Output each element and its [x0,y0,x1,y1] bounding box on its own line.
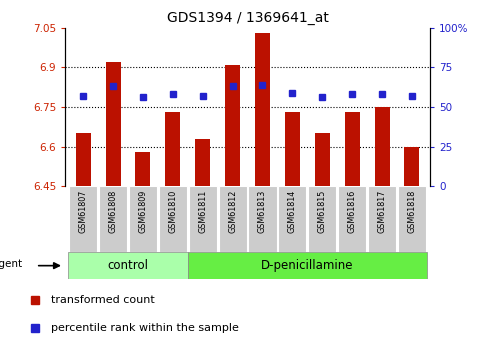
Text: GSM61816: GSM61816 [348,189,356,233]
Bar [225,65,240,186]
Bar [255,33,270,186]
Bar [218,186,247,252]
Bar [99,186,127,252]
Bar [69,186,97,252]
Bar [195,139,210,186]
Text: GSM61813: GSM61813 [258,189,267,233]
Text: GSM61818: GSM61818 [408,189,416,233]
Text: GSM61817: GSM61817 [378,189,386,233]
Bar [345,112,360,186]
Bar [308,186,336,252]
Bar [278,186,306,252]
Bar [188,252,427,279]
Bar [129,186,157,252]
Title: GDS1394 / 1369641_at: GDS1394 / 1369641_at [167,11,328,25]
Bar [315,134,330,186]
Bar [404,147,419,186]
Bar [338,186,366,252]
Bar [285,112,300,186]
Text: agent: agent [0,259,23,269]
Text: GSM61812: GSM61812 [228,189,237,233]
Text: transformed count: transformed count [51,295,155,305]
Bar [165,112,180,186]
Text: D-penicillamine: D-penicillamine [261,259,354,272]
Bar [76,134,91,186]
Text: control: control [108,259,148,272]
Text: GSM61814: GSM61814 [288,189,297,233]
Bar [68,252,188,279]
Text: percentile rank within the sample: percentile rank within the sample [51,323,239,333]
Text: GSM61810: GSM61810 [168,189,177,233]
Text: GSM61808: GSM61808 [109,189,117,233]
Text: GSM61809: GSM61809 [139,189,147,233]
Text: GSM61811: GSM61811 [198,189,207,233]
Bar [398,186,426,252]
Bar [189,186,217,252]
Text: GSM61807: GSM61807 [79,189,87,233]
Bar [159,186,187,252]
Bar [368,186,396,252]
Bar [248,186,277,252]
Bar [375,107,389,186]
Bar [135,152,150,186]
Text: GSM61815: GSM61815 [318,189,327,233]
Bar [106,62,120,186]
